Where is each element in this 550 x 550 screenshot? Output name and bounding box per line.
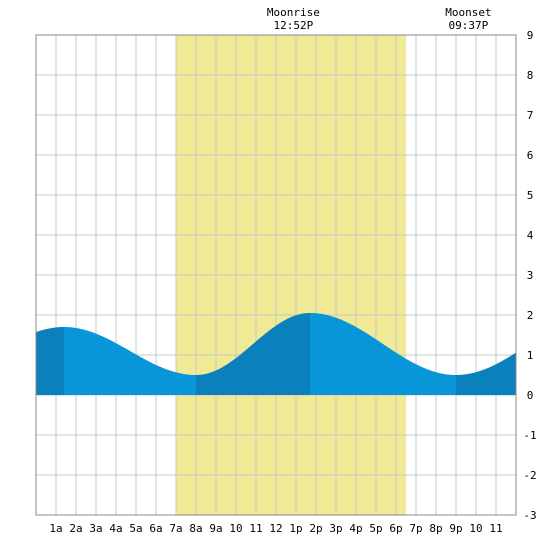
y-tick-label: 9 (527, 29, 534, 42)
y-tick-label: 4 (527, 229, 534, 242)
y-tick-label: -3 (523, 509, 536, 522)
moonrise-label: Moonrise (267, 6, 320, 19)
x-tick-label: 5a (129, 522, 142, 535)
y-tick-label: 1 (527, 349, 534, 362)
x-tick-label: 3a (89, 522, 102, 535)
y-tick-label: 5 (527, 189, 534, 202)
tide-area-segment (64, 327, 196, 395)
x-tick-label: 8p (429, 522, 442, 535)
x-tick-label: 3p (329, 522, 342, 535)
plot-border (35, 34, 517, 516)
y-tick-label: 7 (527, 109, 534, 122)
x-tick-label: 9p (449, 522, 462, 535)
moonrise-time: 12:52P (274, 19, 314, 32)
x-tick-label: 2a (69, 522, 82, 535)
tide-area-segment (310, 313, 456, 395)
y-tick-label: -1 (523, 429, 536, 442)
y-tick-label: -2 (523, 469, 536, 482)
x-tick-label: 8a (189, 522, 202, 535)
x-tick-label: 1p (289, 522, 302, 535)
y-tick-label: 2 (527, 309, 534, 322)
x-tick-label: 12 (269, 522, 282, 535)
x-tick-label: 7a (169, 522, 182, 535)
x-tick-label: 6a (149, 522, 162, 535)
x-tick-label: 10 (229, 522, 242, 535)
x-tick-label: 5p (369, 522, 382, 535)
x-tick-label: 1a (49, 522, 62, 535)
x-tick-label: 10 (469, 522, 482, 535)
x-tick-label: 7p (409, 522, 422, 535)
x-tick-label: 11 (489, 522, 502, 535)
x-tick-label: 9a (209, 522, 222, 535)
moonset-label: Moonset (445, 6, 491, 19)
y-tick-label: 8 (527, 69, 534, 82)
x-tick-label: 11 (249, 522, 262, 535)
x-tick-label: 2p (309, 522, 322, 535)
tide-area-segment (456, 352, 516, 395)
y-tick-label: 0 (527, 389, 534, 402)
y-tick-label: 3 (527, 269, 534, 282)
x-tick-label: 4a (109, 522, 122, 535)
x-tick-label: 6p (389, 522, 402, 535)
tide-area-segment (36, 327, 64, 395)
moonset-time: 09:37P (449, 19, 489, 32)
tide-area-segment (196, 313, 310, 395)
y-tick-label: 6 (527, 149, 534, 162)
x-tick-label: 4p (349, 522, 362, 535)
